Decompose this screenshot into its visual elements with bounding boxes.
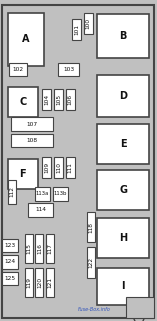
Text: 110: 110	[56, 162, 61, 173]
Bar	[9, 63, 27, 76]
Bar	[8, 180, 16, 204]
Bar	[53, 187, 68, 201]
Text: 113b: 113b	[54, 191, 67, 196]
Text: 122: 122	[89, 257, 94, 268]
Bar	[97, 218, 149, 258]
Text: 115: 115	[27, 243, 32, 254]
Text: 101: 101	[74, 24, 79, 35]
Bar	[8, 13, 44, 66]
Bar	[25, 268, 33, 297]
Text: 123: 123	[4, 243, 15, 248]
Text: 111: 111	[68, 162, 73, 173]
Text: 103: 103	[63, 67, 74, 72]
Bar	[72, 19, 81, 40]
Text: E: E	[120, 139, 127, 149]
Text: 120: 120	[37, 277, 42, 288]
Bar	[46, 268, 54, 297]
Bar	[97, 170, 149, 210]
Text: 107: 107	[27, 122, 38, 127]
Text: 116: 116	[37, 243, 42, 254]
Text: B: B	[120, 31, 127, 41]
Text: 114: 114	[35, 207, 46, 213]
Bar	[126, 297, 154, 318]
Text: D: D	[119, 91, 127, 101]
Bar	[28, 203, 53, 217]
Text: 117: 117	[47, 243, 52, 254]
Bar	[97, 124, 149, 164]
Bar	[8, 159, 38, 189]
Text: F: F	[19, 169, 26, 179]
Text: Fuse-Box.info: Fuse-Box.info	[78, 307, 111, 312]
Text: 108: 108	[27, 138, 38, 143]
Text: 113a: 113a	[36, 191, 49, 196]
Bar	[35, 234, 43, 263]
Text: 125: 125	[4, 276, 15, 281]
Bar	[84, 13, 93, 34]
Text: 100: 100	[86, 18, 91, 29]
Bar	[46, 234, 54, 263]
Text: H: H	[119, 233, 127, 243]
Bar	[54, 157, 63, 178]
Bar	[2, 239, 18, 252]
Text: 106: 106	[68, 94, 73, 105]
Bar	[42, 89, 51, 110]
Bar	[35, 268, 43, 297]
Text: A: A	[22, 34, 30, 44]
Bar	[97, 75, 149, 117]
Bar	[58, 63, 79, 76]
Bar	[66, 89, 75, 110]
Text: 124: 124	[4, 259, 15, 265]
Bar	[97, 268, 149, 305]
Bar	[8, 87, 38, 117]
Bar	[54, 89, 63, 110]
Bar	[42, 157, 51, 178]
Bar	[2, 272, 18, 285]
Bar	[25, 234, 33, 263]
Text: 121: 121	[47, 277, 52, 288]
Text: 118: 118	[89, 221, 94, 233]
Text: G: G	[119, 185, 127, 195]
Bar	[35, 187, 50, 201]
Text: 119: 119	[27, 277, 32, 288]
Text: 112: 112	[10, 186, 15, 197]
Text: 105: 105	[56, 94, 61, 105]
Bar	[2, 255, 18, 269]
Bar	[97, 14, 149, 58]
Text: I: I	[122, 282, 125, 291]
Bar	[11, 117, 53, 131]
Bar	[87, 247, 95, 278]
Bar	[11, 134, 53, 147]
Text: 109: 109	[44, 162, 49, 173]
Text: 104: 104	[44, 94, 49, 105]
Text: 102: 102	[13, 67, 24, 72]
Bar	[87, 212, 95, 242]
Text: C: C	[19, 97, 26, 107]
Bar	[66, 157, 75, 178]
